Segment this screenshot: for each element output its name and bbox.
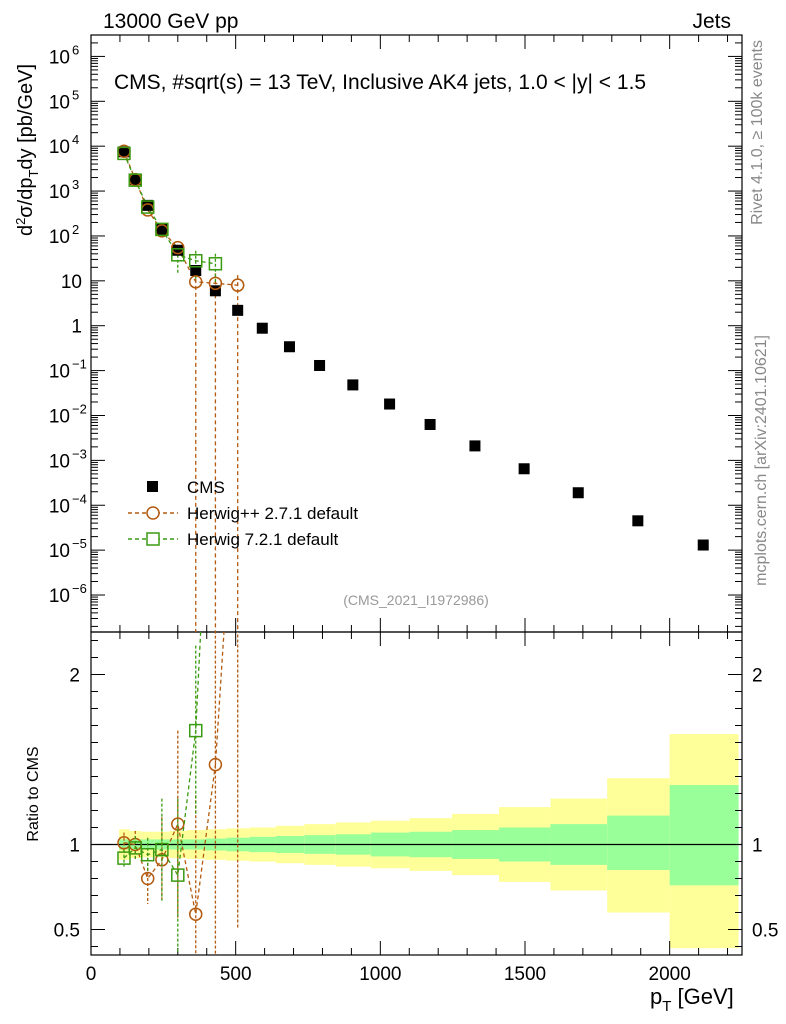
cms-point xyxy=(518,463,530,475)
y-tick-label: 10 xyxy=(49,182,70,203)
herwigpp-ratio-point xyxy=(208,757,223,772)
ratio-y-tick-label-right: 2 xyxy=(752,666,763,687)
y-tick-exponent: 6 xyxy=(72,42,79,57)
ratio-data xyxy=(117,632,239,955)
y-tick-label: 10 xyxy=(49,47,70,68)
y-tick-exponent: −6 xyxy=(72,581,87,596)
y-tick-exponent: 5 xyxy=(72,87,79,102)
y-tick-label: 10 xyxy=(49,496,70,517)
herwig7-ratio-point xyxy=(171,868,185,882)
herwig7-point xyxy=(128,173,143,187)
legend-label-herwigpp: Herwig++ 2.7.1 default xyxy=(187,504,358,523)
chart-title: CMS, #sqrt(s) = 13 TeV, Inclusive AK4 je… xyxy=(114,71,646,94)
herwig7-ratio-line xyxy=(123,632,202,877)
y-tick-exponent: −1 xyxy=(72,357,87,372)
y-tick-label: 10 xyxy=(49,92,70,113)
cms-point xyxy=(190,264,202,276)
x-tick-label: 1500 xyxy=(504,964,546,985)
ratio-y-tick-label: 1 xyxy=(69,836,80,857)
herwig7-ratio-point xyxy=(155,842,169,857)
legend-marker-cms xyxy=(147,481,158,492)
cms-point xyxy=(632,515,644,527)
herwigpp-point xyxy=(230,278,245,292)
y-tick-exponent: −5 xyxy=(72,536,87,551)
y-tick-label: 10 xyxy=(49,362,70,383)
header-right: Jets xyxy=(692,10,731,33)
legend-label-cms: CMS xyxy=(187,478,225,497)
analysis-id: (CMS_2021_I1972986) xyxy=(343,592,489,608)
ratio-y-tick-label: 0.5 xyxy=(54,921,80,942)
herwigpp-line xyxy=(123,151,238,286)
herwig7-ratio-point xyxy=(128,841,143,855)
y-tick-label: 1 xyxy=(71,317,82,338)
herwig7-point xyxy=(140,200,155,214)
y-tick-exponent: −2 xyxy=(72,401,87,416)
herwigpp-point xyxy=(188,275,203,289)
main-y-axis-title: d2σ/dpTdy [pb/GeV] xyxy=(13,64,41,236)
y-tick-exponent: 3 xyxy=(72,177,79,192)
y-tick-label: 10 xyxy=(49,227,70,248)
cms-point xyxy=(172,244,184,256)
cms-point xyxy=(118,146,130,158)
legend-marker-herwigpp xyxy=(146,506,160,520)
y-tick-label: 10 xyxy=(61,272,82,293)
x-tick-label: 1000 xyxy=(359,964,401,985)
legend-marker-herwig7 xyxy=(146,532,160,546)
herwig7-point xyxy=(155,222,169,237)
header-left: 13000 GeV pp xyxy=(103,10,238,33)
y-tick-label: 10 xyxy=(49,137,70,158)
ratio-y-tick-label-right: 1 xyxy=(752,836,763,857)
x-axis-title: pT [GeV] xyxy=(650,984,734,1015)
band-inner xyxy=(607,815,670,870)
herwigpp-ratio-point xyxy=(140,871,155,886)
y-tick-exponent: 4 xyxy=(72,132,79,147)
herwig7-point xyxy=(117,146,131,161)
y-tick-exponent: −3 xyxy=(72,446,87,461)
herwig7-point xyxy=(171,248,185,262)
y-tick-label: 10 xyxy=(49,586,70,607)
band-inner xyxy=(669,785,739,886)
ratio-y-axis-title: Ratio to CMS xyxy=(25,746,42,841)
cms-point xyxy=(384,398,396,410)
herwig7-ratio-point xyxy=(188,723,203,738)
cms-point xyxy=(209,285,221,297)
cms-point xyxy=(572,487,584,499)
y-tick-label: 10 xyxy=(49,406,70,427)
y-tick-exponent: −4 xyxy=(72,491,87,506)
ratio-y-tick-label: 2 xyxy=(69,666,80,687)
herwigpp-ratio-point xyxy=(188,907,203,921)
cms-point xyxy=(424,418,436,430)
herwig7-line xyxy=(123,153,216,265)
cms-point xyxy=(283,341,295,353)
herwigpp-point xyxy=(208,276,223,291)
y-tick-exponent: 2 xyxy=(72,222,79,237)
ratio-bands xyxy=(119,734,739,949)
y-tick-label: 10 xyxy=(49,451,70,472)
herwigpp-point xyxy=(171,240,185,255)
legend: CMS Herwig++ 2.7.1 default Herwig 7.2.1 … xyxy=(128,478,358,549)
cms-point xyxy=(232,304,244,316)
cms-point xyxy=(256,322,268,334)
x-tick-label: 2000 xyxy=(649,964,691,985)
cms-point xyxy=(142,199,154,211)
herwig7-point xyxy=(208,257,223,271)
x-tick-label: 0 xyxy=(86,964,97,985)
main-data xyxy=(117,144,709,632)
legend-label-herwig7: Herwig 7.2.1 default xyxy=(187,530,338,549)
rivet-label: Rivet 4.1.0, ≥ 100k events xyxy=(749,40,766,225)
herwig7-point xyxy=(188,254,203,268)
cms-point xyxy=(314,359,326,371)
herwig7-ratio-point xyxy=(140,847,155,862)
cms-point xyxy=(469,440,481,452)
cms-point xyxy=(129,174,141,186)
x-tick-label: 500 xyxy=(220,964,252,985)
y-tick-label: 10 xyxy=(49,541,70,562)
ratio-y-tick-label-right: 0.5 xyxy=(752,921,778,942)
cms-point xyxy=(347,379,359,391)
cms-point xyxy=(697,539,709,551)
cms-point xyxy=(156,223,168,235)
herwig7-ratio-point xyxy=(117,851,131,865)
mcplots-label: mcplots.cern.ch [arXiv:2401.10621] xyxy=(753,335,770,586)
